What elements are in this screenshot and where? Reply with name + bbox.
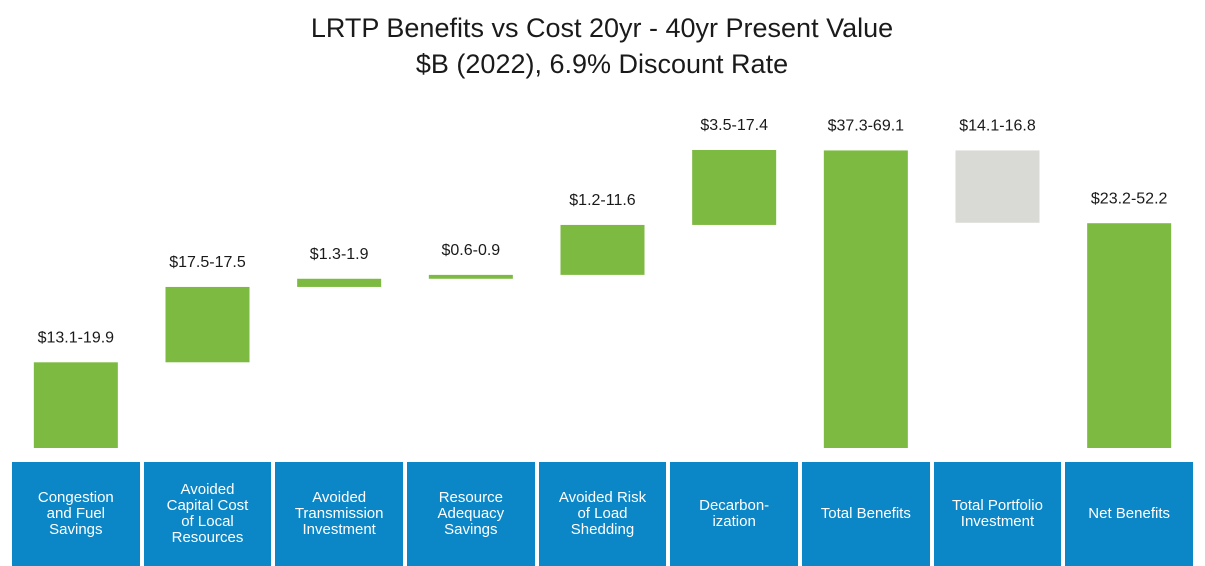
bar: [33, 362, 118, 448]
category-label: Total Portfolio Investment: [933, 462, 1062, 566]
value-label: $3.5-17.4: [700, 117, 768, 134]
category-label: Avoided Risk of Load Shedding: [538, 462, 667, 566]
chart: LRTP Benefits vs Cost 20yr - 40yr Presen…: [33, 13, 1172, 448]
value-label: $1.3-1.9: [310, 246, 369, 263]
value-label: $0.6-0.9: [441, 242, 500, 259]
value-label: $23.2-52.2: [1091, 190, 1168, 207]
bar: [428, 274, 513, 279]
bar: [1087, 223, 1172, 448]
value-label: $13.1-19.9: [38, 330, 115, 347]
category-label: Net Benefits: [1065, 462, 1193, 566]
category-label: Avoided Capital Cost of Local Resources: [143, 462, 272, 566]
bar: [823, 150, 908, 448]
bar: [692, 150, 777, 225]
value-label: $1.2-11.6: [569, 192, 636, 209]
value-label: $14.1-16.8: [959, 118, 1036, 135]
category-label: Avoided Transmission Investment: [275, 462, 403, 566]
value-label: $17.5-17.5: [169, 254, 246, 271]
bar: [165, 286, 250, 363]
category-label: Resource Adequacy Savings: [407, 462, 535, 566]
bar: [955, 150, 1040, 223]
category-label: Decarbon-ization: [670, 462, 798, 566]
chart-title: LRTP Benefits vs Cost 20yr - 40yr Presen…: [311, 13, 893, 43]
bar: [297, 278, 382, 287]
bar: [560, 224, 645, 275]
chart-subtitle: $B (2022), 6.9% Discount Rate: [416, 49, 788, 79]
category-label: Total Benefits: [802, 462, 930, 566]
value-label: $37.3-69.1: [828, 118, 905, 135]
category-label: Congestion and Fuel Savings: [12, 462, 140, 566]
